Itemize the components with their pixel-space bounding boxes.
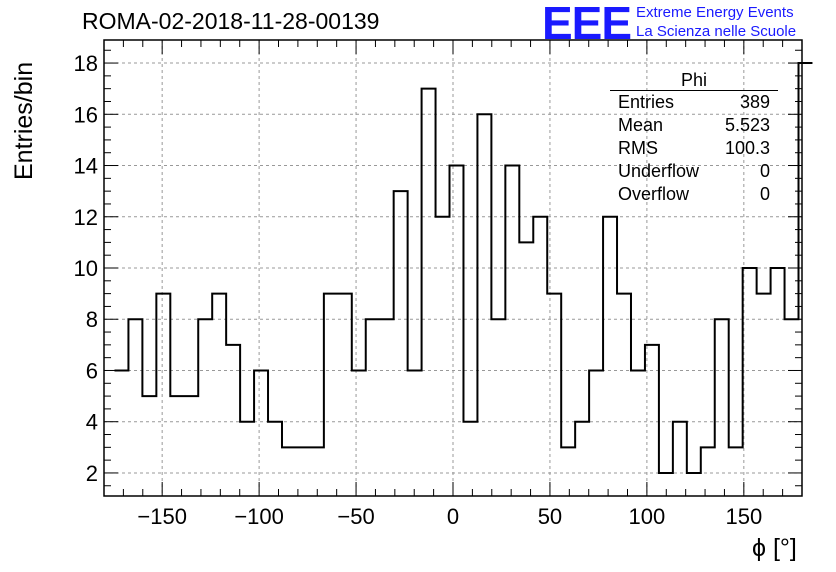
y-tick-label: 10 [74,256,98,281]
histogram-bin [561,447,575,496]
y-tick-label: 6 [86,358,98,383]
y-tick-label: 12 [74,205,98,230]
histogram-bin [589,370,603,496]
histogram-bin [575,422,589,496]
histogram-bin [394,191,408,496]
histogram-bin [491,319,505,496]
stats-value: 5.523 [724,115,770,135]
stats-key: Overflow [618,184,690,204]
histogram-bin [771,268,785,496]
stats-row-underflow: Underflow 0 [610,160,778,183]
stats-title: Phi [610,70,778,91]
stats-row-entries: Entries 389 [610,91,778,114]
x-axis-label: ϕ [°] [752,534,797,562]
stats-key: RMS [618,138,658,158]
histogram-bin [547,294,561,496]
stats-row-overflow: Overflow 0 [610,183,778,206]
histogram-bin [757,294,771,496]
stats-value: 100.3 [724,138,770,158]
stats-key: Underflow [618,161,700,181]
histogram-outline [114,62,813,474]
eee-logo: EEE [542,0,632,49]
x-tick-label: −50 [337,504,374,529]
histogram-bin [729,447,743,496]
y-axis-label-wrap: Entries/bin [10,62,38,180]
x-tick-label: 150 [725,504,762,529]
histogram-bin [212,294,226,496]
histogram-bin [128,319,142,496]
stats-value: 0 [759,184,770,204]
histogram-bin [799,63,813,496]
stats-row-rms: RMS 100.3 [610,137,778,160]
logo-line-2: La Scienza nelle Scuole [636,23,797,40]
histogram-bin [436,217,450,496]
histogram-bin [687,473,701,496]
y-tick-label: 4 [86,410,98,435]
y-tick-label: 16 [74,102,98,127]
logo-line-1: Extreme Energy Events [636,4,794,21]
histogram-bin [310,447,324,496]
histogram-bin [422,89,436,496]
histogram-bin [408,370,422,496]
histogram-bin [603,217,617,496]
histogram-bin [533,217,547,496]
histogram-bin [701,447,715,496]
histogram-bin [170,396,184,496]
stats-value: 0 [759,161,770,181]
histogram-bin [463,422,477,496]
y-axis-label: Entries/bin [10,61,38,180]
histogram-bin [226,345,240,496]
logo-caption: Extreme Energy Events La Scienza nelle S… [636,3,796,41]
histogram-bin [296,447,310,496]
y-tick-label: 18 [74,51,98,76]
y-tick-label: 14 [74,154,98,179]
x-tick-label: 0 [447,504,459,529]
y-tick-label: 8 [86,307,98,332]
histogram-bin [645,345,659,496]
histogram-bin [673,422,687,496]
chart-title: ROMA-02-2018-11-28-00139 [82,8,380,34]
histogram-bin [268,422,282,496]
histogram-bin [198,319,212,496]
histogram-bin [184,396,198,496]
histogram-bin [366,319,380,496]
stats-key: Entries [618,92,675,112]
histogram-bin [380,319,394,496]
histogram-bin [338,294,352,496]
histogram-bin [785,319,799,496]
histogram-bin [114,370,128,496]
stats-key: Mean [618,115,664,135]
histogram-bin [324,294,338,496]
histogram-bin [254,370,268,496]
stats-row-mean: Mean 5.523 [610,114,778,137]
x-tick-label: −100 [234,504,284,529]
histogram-bin [156,294,170,496]
histogram-bin [477,114,491,496]
y-tick-label: 2 [86,461,98,486]
histogram-bin [282,447,296,496]
histogram-bin [142,396,156,496]
stats-value: 389 [739,92,770,112]
histogram-bin [617,294,631,496]
histogram-bin [352,370,366,496]
histogram-bin [519,242,533,496]
histogram-bin [715,319,729,496]
histogram-bin [743,268,757,496]
x-tick-label: −150 [137,504,187,529]
x-tick-label: 50 [538,504,562,529]
histogram-bin [631,370,645,496]
stats-box: Phi Entries 389 Mean 5.523 RMS 100.3 Und… [610,70,778,206]
histogram-bin [240,422,254,496]
histogram-bin [505,166,519,496]
histogram-bin [450,166,464,496]
x-tick-label: 100 [629,504,666,529]
